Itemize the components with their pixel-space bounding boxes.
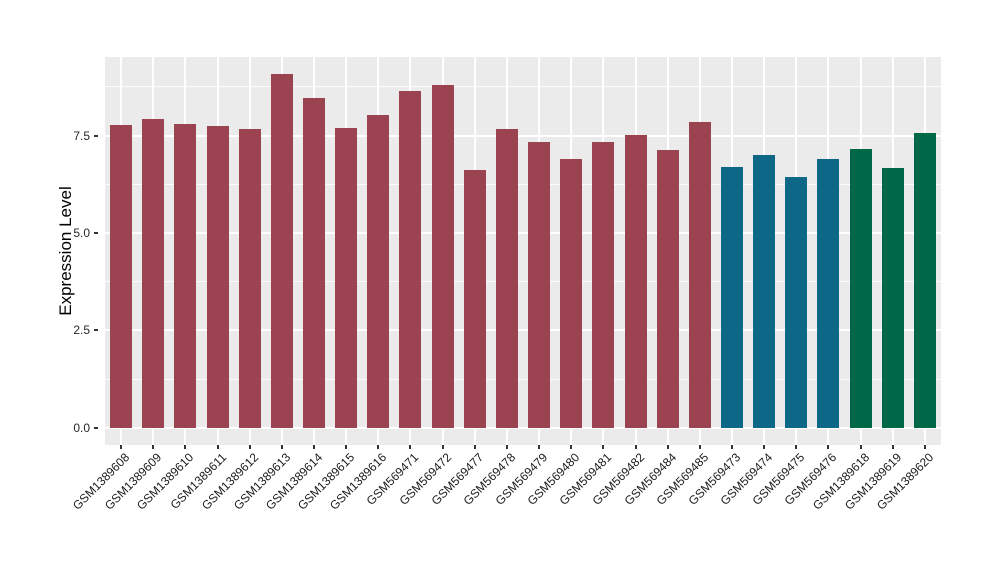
bar-GSM1389611	[206, 125, 229, 428]
bar-GSM1389610	[174, 124, 197, 428]
gridline-major	[105, 232, 941, 235]
x-axis-tick	[313, 445, 315, 449]
x-axis-tick	[345, 445, 348, 449]
x-axis-tick	[923, 445, 926, 449]
y-axis-tick	[94, 232, 98, 235]
x-axis-tick	[731, 445, 733, 449]
x-axis-tick	[602, 445, 605, 449]
bar-GSM569480	[560, 158, 583, 428]
y-tick-label: 2.5	[73, 323, 90, 338]
x-axis-tick	[216, 445, 219, 449]
x-axis-tick	[377, 445, 380, 449]
x-axis-tick	[538, 445, 541, 449]
x-axis-tick	[184, 445, 187, 449]
bar-GSM569478	[495, 129, 518, 428]
bar-GSM569479	[528, 141, 551, 428]
bar-GSM569482	[624, 134, 647, 428]
bar-GSM1389609	[142, 118, 165, 428]
plot-panel	[105, 57, 941, 445]
x-axis-tick	[570, 445, 573, 449]
y-axis-tick	[94, 329, 98, 332]
gridline-major	[105, 329, 941, 332]
bar-GSM569484	[656, 149, 679, 428]
gridline-minor	[105, 86, 941, 88]
x-axis-tick	[152, 445, 155, 449]
bar-GSM1389608	[110, 125, 133, 428]
bar-GSM1389613	[270, 74, 293, 428]
bar-GSM1389619	[881, 168, 904, 428]
x-axis-tick	[698, 445, 701, 449]
x-axis-tick	[505, 445, 508, 449]
gridline-major	[105, 134, 941, 137]
x-axis-tick	[280, 445, 283, 449]
x-axis-tick	[859, 445, 862, 449]
x-axis-tick	[827, 445, 830, 449]
x-axis-tick	[409, 445, 412, 449]
y-tick-label: 5.0	[73, 226, 90, 241]
x-axis-tick	[473, 445, 476, 449]
bar-GSM1389620	[913, 132, 936, 428]
x-axis-tick	[795, 445, 798, 449]
x-tick-label: GSM1389608	[70, 450, 133, 513]
x-axis-tick	[120, 445, 123, 449]
x-axis-tick	[666, 445, 669, 449]
bar-GSM569471	[399, 90, 422, 428]
bar-GSM1389614	[303, 98, 325, 428]
bar-GSM1389615	[335, 127, 358, 428]
y-axis-title: Expression Level	[56, 186, 75, 316]
x-axis-tick	[248, 445, 251, 449]
y-tick-label: 7.5	[73, 128, 90, 143]
bar-GSM1389612	[238, 129, 261, 428]
gridline-major	[105, 426, 941, 429]
bar-GSM569474	[753, 154, 776, 428]
bar-GSM569475	[785, 177, 808, 428]
x-axis-tick	[763, 445, 766, 449]
gridline-minor	[105, 183, 941, 185]
y-axis-tick	[94, 426, 98, 429]
bar-GSM1389618	[849, 149, 872, 428]
bar-GSM569472	[431, 85, 454, 428]
bar-GSM569476	[817, 159, 840, 428]
bar-GSM569473	[721, 166, 743, 428]
y-tick-label: 0.0	[73, 420, 90, 435]
x-axis-tick	[891, 445, 894, 449]
bar-GSM569485	[688, 121, 711, 428]
gridline-minor	[105, 378, 941, 380]
x-axis-tick	[441, 445, 444, 449]
gridline-minor	[105, 281, 941, 283]
x-axis-tick	[634, 445, 637, 449]
y-axis-tick	[94, 134, 98, 137]
bar-GSM569481	[592, 141, 615, 428]
bar-GSM1389616	[367, 115, 390, 428]
bar-GSM569477	[463, 169, 486, 428]
